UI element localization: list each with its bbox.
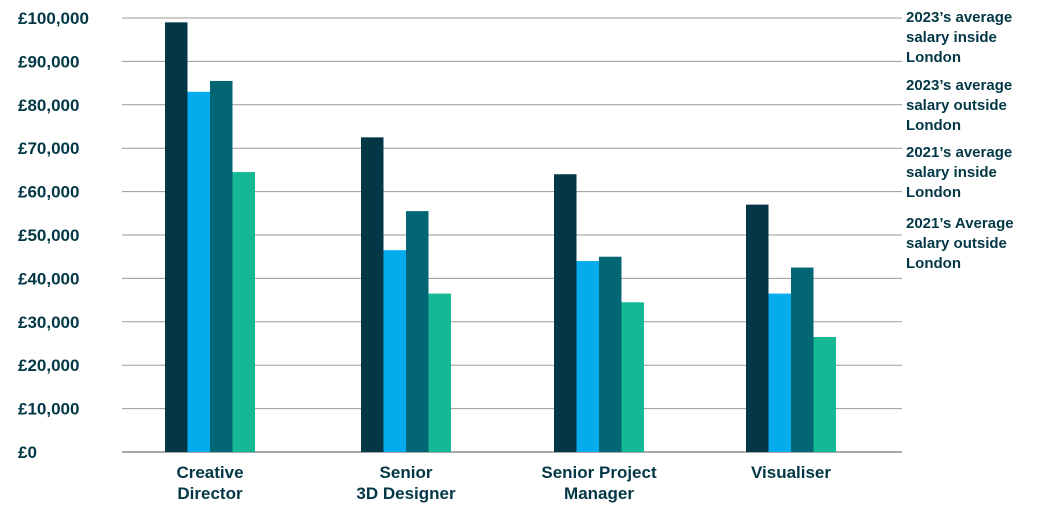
bar	[813, 336, 836, 452]
legend-entry-line: 2023’s average	[906, 77, 1013, 94]
x-tick-label: Visualiser	[751, 463, 831, 482]
y-tick-label: £50,000	[18, 226, 79, 245]
bar	[554, 174, 577, 453]
legend-entry: 2023’s average salary outside London	[906, 76, 1042, 136]
y-tick-label: £60,000	[18, 183, 79, 202]
x-tick-label: Director	[177, 484, 243, 503]
bar	[406, 211, 429, 452]
legend-entry-line: salary outside	[906, 97, 1007, 114]
bar	[187, 91, 210, 452]
legend-entry-line: London	[906, 184, 961, 201]
legend-entry: 2021’s average salary inside London	[906, 143, 1042, 203]
legend-entry-line: salary inside	[906, 29, 997, 46]
bar	[746, 204, 769, 452]
y-tick-label: £10,000	[18, 400, 79, 419]
y-tick-label: £70,000	[18, 139, 79, 158]
legend-entry-line: salary outside	[906, 235, 1007, 252]
x-axis-ticks: Creative Director Senior 3D Designer Senior …	[176, 463, 831, 503]
bar	[621, 302, 644, 452]
x-tick-label: Senior Project	[541, 463, 657, 482]
x-tick-label: 3D Designer	[356, 484, 456, 503]
y-tick-label: £100,000	[18, 9, 89, 28]
legend-entry-line: London	[906, 255, 961, 272]
bars	[165, 22, 836, 453]
legend-entry-line: 2021’s average	[906, 144, 1013, 161]
legend-entry-line: 2023’s average	[906, 9, 1013, 26]
x-tick-label: Manager	[564, 484, 634, 503]
y-tick-label: £40,000	[18, 269, 79, 288]
bar	[791, 267, 814, 452]
bar	[165, 22, 188, 453]
y-tick-label: £20,000	[18, 356, 79, 375]
x-tick-label: Creative	[176, 463, 243, 482]
bar	[232, 172, 255, 452]
legend-entry: 2023’s average salary inside London	[906, 8, 1042, 68]
legend-entry: 2021’s Average salary outside London	[906, 214, 1042, 274]
bar	[428, 293, 451, 452]
y-tick-label: £80,000	[18, 96, 79, 115]
bar	[210, 80, 233, 453]
x-tick-label: Senior	[380, 463, 433, 482]
legend-entry-line: London	[906, 49, 961, 66]
bar	[383, 250, 406, 452]
y-tick-label: £30,000	[18, 313, 79, 332]
y-axis-ticks: £0 £10,000 £20,000 £30,000 £40,000 £50,000 £60…	[18, 9, 89, 462]
y-tick-label: £90,000	[18, 52, 79, 71]
y-tick-label: £0	[18, 443, 37, 462]
legend-entry-line: salary inside	[906, 164, 997, 181]
bar	[576, 261, 599, 452]
legend-entry-line: London	[906, 117, 961, 134]
bar	[768, 293, 791, 452]
legend-entry-line: 2021’s Average	[906, 215, 1014, 232]
bar	[361, 137, 384, 452]
bar	[599, 256, 622, 452]
